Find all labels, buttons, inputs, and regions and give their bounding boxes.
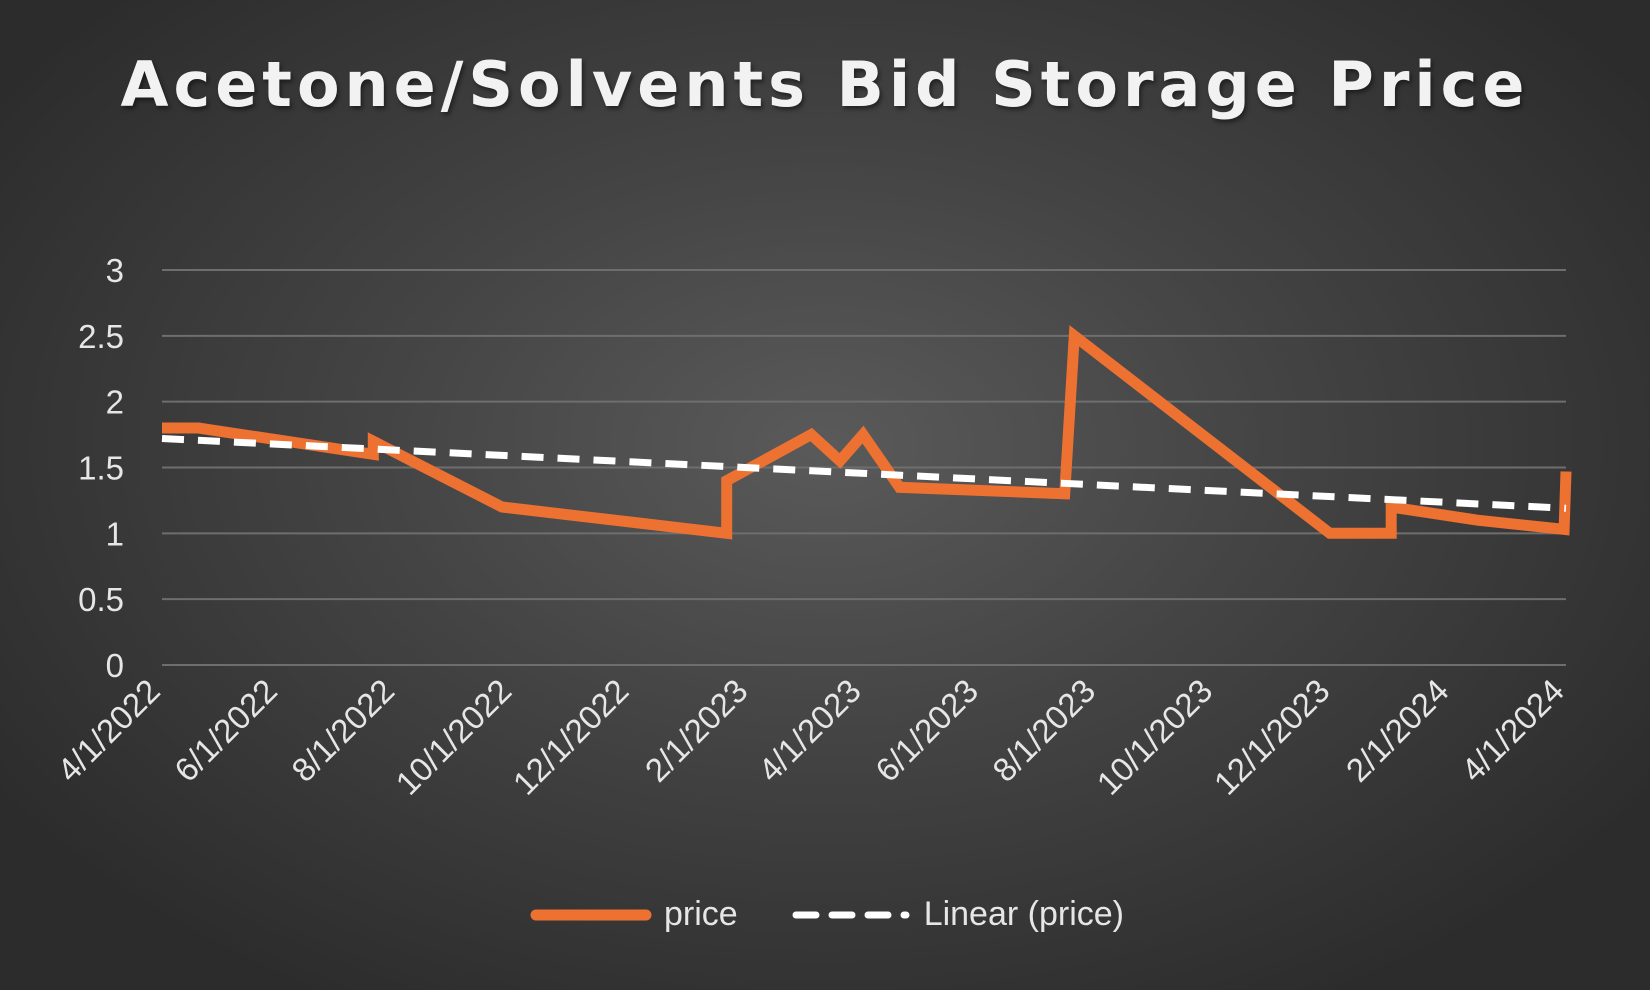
y-tick-label: 0 — [106, 647, 124, 684]
x-tick-label: 10/1/2023 — [1089, 672, 1219, 802]
x-tick-label: 6/1/2022 — [167, 672, 284, 789]
x-axis-tick-labels: 4/1/2022 6/1/2022 8/1/202210/1/202212/1/20… — [50, 672, 1571, 802]
legend-item-price: price — [526, 895, 738, 934]
x-tick-label: 4/1/2024 — [1454, 672, 1571, 789]
trendline-linear-price — [161, 435, 1567, 512]
y-tick-label: 2.5 — [78, 318, 124, 355]
legend-label-linear-price: Linear (price) — [923, 895, 1124, 933]
legend-swatch-linear-price — [792, 911, 910, 918]
x-tick-label: 2/1/2023 — [638, 672, 755, 789]
x-tick-label: 8/1/2022 — [284, 672, 401, 789]
legend-item-linear-price: Linear (price) — [786, 895, 1124, 934]
x-tick-label: 4/1/2022 — [50, 672, 167, 789]
series-lines — [161, 325, 1572, 540]
x-tick-label: 6/1/2023 — [868, 672, 985, 789]
x-tick-label: 8/1/2023 — [985, 672, 1102, 789]
y-tick-label: 2 — [106, 384, 124, 421]
x-tick-label: 12/1/2023 — [1207, 672, 1337, 802]
y-tick-label: 1 — [106, 515, 124, 552]
y-axis-tick-labels: 0 0.5 1 1.5 2 2.5 3 — [78, 252, 124, 684]
legend-label-price: price — [663, 895, 738, 933]
x-tick-label: 12/1/2022 — [506, 672, 636, 802]
gridlines — [162, 269, 1566, 666]
chart-title: Acetone/Solvents Bid Storage Price — [120, 48, 1530, 121]
series-line-price — [162, 325, 1572, 540]
y-tick-label: 0.5 — [78, 581, 124, 618]
x-tick-label: 10/1/2022 — [388, 672, 518, 802]
legend: price Linear (price) — [0, 895, 1650, 934]
x-tick-label: 4/1/2023 — [751, 672, 868, 789]
x-tick-label: 2/1/2024 — [1339, 672, 1456, 789]
y-tick-label: 3 — [106, 252, 124, 289]
legend-swatch-price — [530, 909, 652, 920]
y-tick-label: 1.5 — [78, 450, 124, 487]
